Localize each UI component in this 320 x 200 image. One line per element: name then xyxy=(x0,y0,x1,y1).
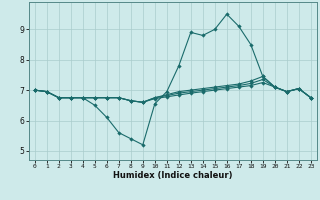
X-axis label: Humidex (Indice chaleur): Humidex (Indice chaleur) xyxy=(113,171,233,180)
